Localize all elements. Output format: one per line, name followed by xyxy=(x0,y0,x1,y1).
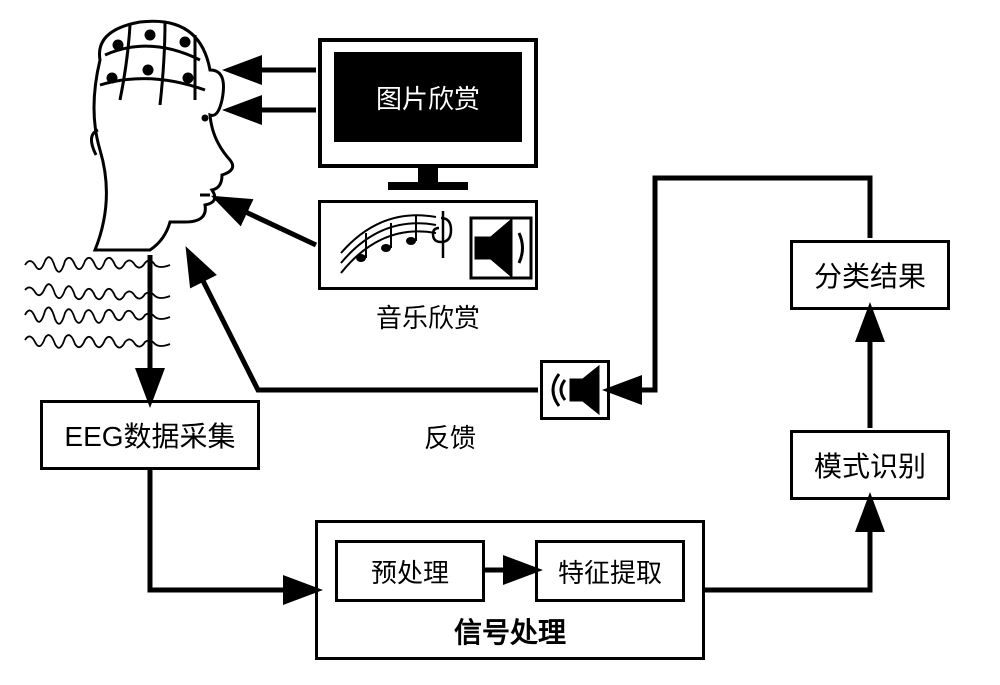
feedback-speaker-box xyxy=(540,360,610,420)
feedback-label: 反馈 xyxy=(410,418,490,455)
signal-proc-title: 信号处理 xyxy=(454,611,566,651)
feature-label: 特征提取 xyxy=(558,553,662,590)
music-caption: 音乐欣赏 xyxy=(318,298,538,335)
music-box xyxy=(318,200,538,290)
head-icon xyxy=(91,21,232,250)
pattern-label: 模式识别 xyxy=(814,445,926,485)
monitor-base xyxy=(388,182,468,190)
music-notes-icon xyxy=(321,203,541,293)
speaker-icon xyxy=(543,360,607,420)
monitor-screen: 图片欣赏 xyxy=(334,52,522,142)
result-box: 分类结果 xyxy=(790,240,950,310)
music-to-head xyxy=(220,200,316,245)
eeg-to-signal xyxy=(150,470,313,590)
feature-box: 特征提取 xyxy=(535,540,685,602)
monitor-stand xyxy=(418,168,438,182)
pattern-box: 模式识别 xyxy=(790,430,950,500)
monitor-label: 图片欣赏 xyxy=(376,79,480,116)
signal-to-pattern xyxy=(705,502,870,590)
result-label: 分类结果 xyxy=(814,255,926,295)
preprocess-box: 预处理 xyxy=(335,540,485,602)
eeg-waves-icon xyxy=(25,257,170,348)
eeg-collect-box: EEG数据采集 xyxy=(40,400,260,470)
eeg-collect-label: EEG数据采集 xyxy=(64,415,235,455)
preprocess-label: 预处理 xyxy=(371,553,449,590)
